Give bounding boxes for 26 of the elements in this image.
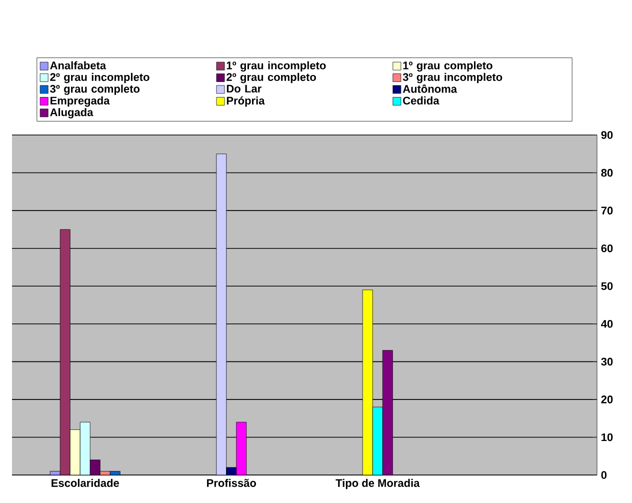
legend-label: Autônoma [402, 84, 458, 93]
legend-label: Do Lar [226, 84, 262, 93]
legend-label: 3º grau completo [50, 84, 140, 95]
legend-label: 1º grau incompleto [226, 61, 326, 72]
y-tick-label: 70 [601, 206, 613, 214]
legend-label: Cedida [403, 96, 440, 105]
legend-label: Analfabeta [50, 61, 106, 70]
legend-label: 2º grau incompleto [50, 72, 150, 84]
y-tick-label: 40 [601, 320, 613, 328]
y-tick-label: 60 [601, 244, 613, 252]
legend-label: Empregada [50, 96, 110, 107]
y-tick-label: 90 [601, 131, 613, 139]
legend-label: Própria [226, 96, 265, 107]
legend-label: 3º grau incompleto [402, 72, 502, 84]
y-tick-label: 80 [601, 168, 613, 177]
y-tick-label: 50 [601, 282, 613, 290]
legend-label: 2º grau completo [226, 72, 316, 84]
y-tick-label: 0 [601, 471, 607, 479]
legend-label: Alugada [50, 108, 94, 118]
x-tick-label: Tipo de Moradia [336, 478, 420, 490]
legend-label: 1º grau completo [403, 61, 492, 72]
x-tick-label: Escolaridade [52, 478, 119, 487]
y-tick-label: 20 [601, 396, 613, 404]
y-tick-label: 30 [601, 358, 613, 366]
x-tick-label: Profissão [207, 478, 256, 487]
y-tick-label: 10 [602, 433, 613, 442]
